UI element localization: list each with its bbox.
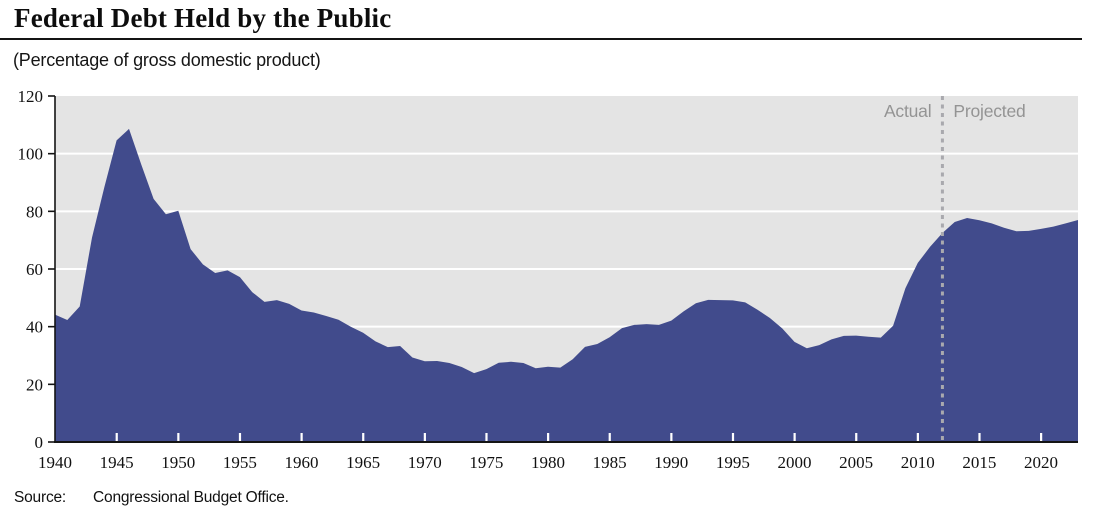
debt-area-chart: 0 20 40 60 80 100 120 1940 1945 1950 1955 1960 1965 1… <box>0 85 1098 480</box>
y-tick-label: 100 <box>18 145 44 164</box>
x-tick-mark <box>238 433 242 441</box>
y-tick-label: 80 <box>26 202 43 221</box>
x-tick-mark <box>362 433 365 441</box>
x-tick-label: 1955 <box>223 453 257 472</box>
chart-canvas: 0 20 40 60 80 100 120 1940 1945 1950 1955 1960 1965 1… <box>18 87 1078 472</box>
y-tick-label: 60 <box>26 260 43 279</box>
x-tick-label: 1950 <box>161 453 195 472</box>
chart-subtitle: (Percentage of gross domestic product) <box>13 50 321 70</box>
x-tick-label: 1985 <box>593 453 627 472</box>
x-tick-mark <box>300 433 303 441</box>
y-tick-label: 40 <box>26 318 43 337</box>
source-row: Source: Congressional Budget Office. <box>14 489 289 507</box>
x-tick-mark <box>485 433 488 441</box>
x-tick-mark <box>916 433 919 441</box>
x-tick-mark <box>423 433 426 441</box>
x-tick-label: 1990 <box>654 453 688 472</box>
x-tick-label: 2005 <box>839 453 873 472</box>
x-tick-mark <box>547 433 550 441</box>
x-tick-mark <box>855 433 858 441</box>
x-tick-label: 2000 <box>778 453 812 472</box>
projected-label: Projected <box>953 101 1025 121</box>
x-tick-mark <box>793 433 796 441</box>
actual-label: Actual <box>884 101 931 121</box>
x-tick-label: 1995 <box>716 453 750 472</box>
x-tick-mark <box>608 433 611 441</box>
x-tick-mark <box>177 433 180 441</box>
x-tick-label: 1960 <box>285 453 319 472</box>
source-text: Congressional Budget Office. <box>93 489 289 506</box>
x-tick-label: 1970 <box>408 453 442 472</box>
x-tick-label: 1945 <box>100 453 134 472</box>
x-tick-mark <box>731 433 735 441</box>
y-tick-label: 120 <box>18 87 44 106</box>
x-tick-label: 1940 <box>38 453 72 472</box>
x-tick-label: 1975 <box>469 453 503 472</box>
x-tick-mark <box>978 433 981 441</box>
y-tick-label: 0 <box>35 433 44 452</box>
source-label: Source: <box>14 489 67 506</box>
x-tick-mark <box>1040 433 1043 441</box>
x-tick-label: 2010 <box>901 453 935 472</box>
x-tick-mark <box>115 433 118 441</box>
title-rule <box>0 38 1082 40</box>
x-tick-label: 2015 <box>962 453 996 472</box>
x-tick-label: 1980 <box>531 453 565 472</box>
page-title: Federal Debt Held by the Public <box>14 3 392 33</box>
debt-area-series <box>55 128 1078 442</box>
x-tick-label: 1965 <box>346 453 380 472</box>
x-tick-label: 2020 <box>1024 453 1058 472</box>
y-tick-label: 20 <box>26 375 43 394</box>
x-tick-mark <box>670 433 673 441</box>
